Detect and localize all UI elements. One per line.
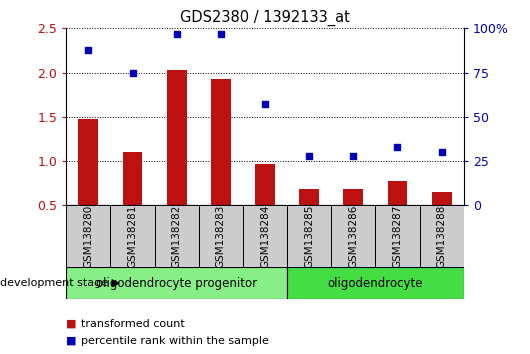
FancyBboxPatch shape [199,205,243,267]
Point [393,144,402,150]
Bar [167,70,187,205]
Text: GSM138282: GSM138282 [172,205,182,268]
Text: percentile rank within the sample: percentile rank within the sample [81,336,269,346]
FancyBboxPatch shape [155,205,199,267]
FancyBboxPatch shape [287,205,331,267]
Text: GSM138285: GSM138285 [304,205,314,268]
Title: GDS2380 / 1392133_at: GDS2380 / 1392133_at [180,9,350,25]
Point [349,153,358,159]
Bar [432,192,452,205]
Text: development stage ▶: development stage ▶ [0,278,120,288]
Point [437,149,446,155]
Bar [122,152,143,205]
Bar [387,181,408,205]
Bar [78,120,98,205]
Text: GSM138288: GSM138288 [437,205,447,268]
Text: GSM138287: GSM138287 [393,205,402,268]
Text: GSM138281: GSM138281 [128,205,137,268]
Text: ■: ■ [66,336,77,346]
Text: GSM138280: GSM138280 [83,205,93,268]
Point [261,102,269,107]
Text: GSM138286: GSM138286 [348,205,358,268]
Bar [255,164,275,205]
FancyBboxPatch shape [420,205,464,267]
Point [172,31,181,36]
FancyBboxPatch shape [243,205,287,267]
Bar [343,189,363,205]
Text: transformed count: transformed count [81,319,185,329]
Point [128,70,137,75]
FancyBboxPatch shape [375,205,420,267]
FancyBboxPatch shape [331,205,375,267]
FancyBboxPatch shape [287,267,464,299]
Point [217,31,225,36]
Text: oligodendrocyte: oligodendrocyte [328,277,423,290]
Point [84,47,93,52]
FancyBboxPatch shape [66,267,287,299]
Text: oligodendrocyte progenitor: oligodendrocyte progenitor [96,277,257,290]
Text: GSM138284: GSM138284 [260,205,270,268]
FancyBboxPatch shape [66,205,110,267]
Text: GSM138283: GSM138283 [216,205,226,268]
Bar [211,79,231,205]
Bar [299,189,319,205]
Text: ■: ■ [66,319,77,329]
Point [305,153,313,159]
FancyBboxPatch shape [110,205,155,267]
